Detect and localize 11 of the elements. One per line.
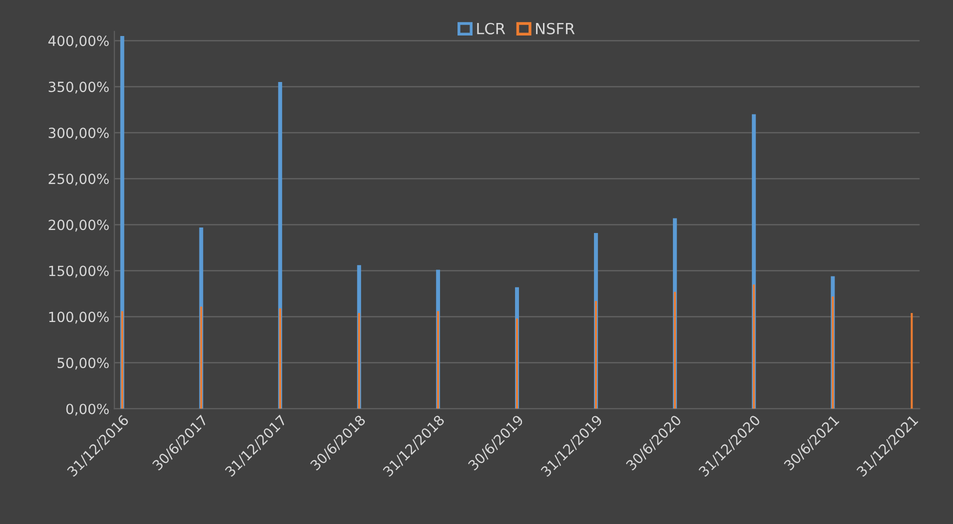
y-tick-label: 50,00% bbox=[58, 358, 109, 370]
y-tick-label: 300,00% bbox=[48, 128, 109, 140]
y-tick-label: 400,00% bbox=[48, 36, 109, 48]
legend-label: NSFR bbox=[536, 22, 575, 34]
legend-label: LCR bbox=[477, 22, 506, 34]
y-tick-label: 250,00% bbox=[48, 174, 109, 186]
y-tick-label: 200,00% bbox=[48, 220, 109, 232]
y-tick-label: 0,00% bbox=[66, 404, 109, 416]
y-tick-label: 350,00% bbox=[48, 82, 109, 94]
y-tick-label: 100,00% bbox=[49, 312, 109, 324]
y-tick-label: 150,00% bbox=[49, 266, 109, 278]
